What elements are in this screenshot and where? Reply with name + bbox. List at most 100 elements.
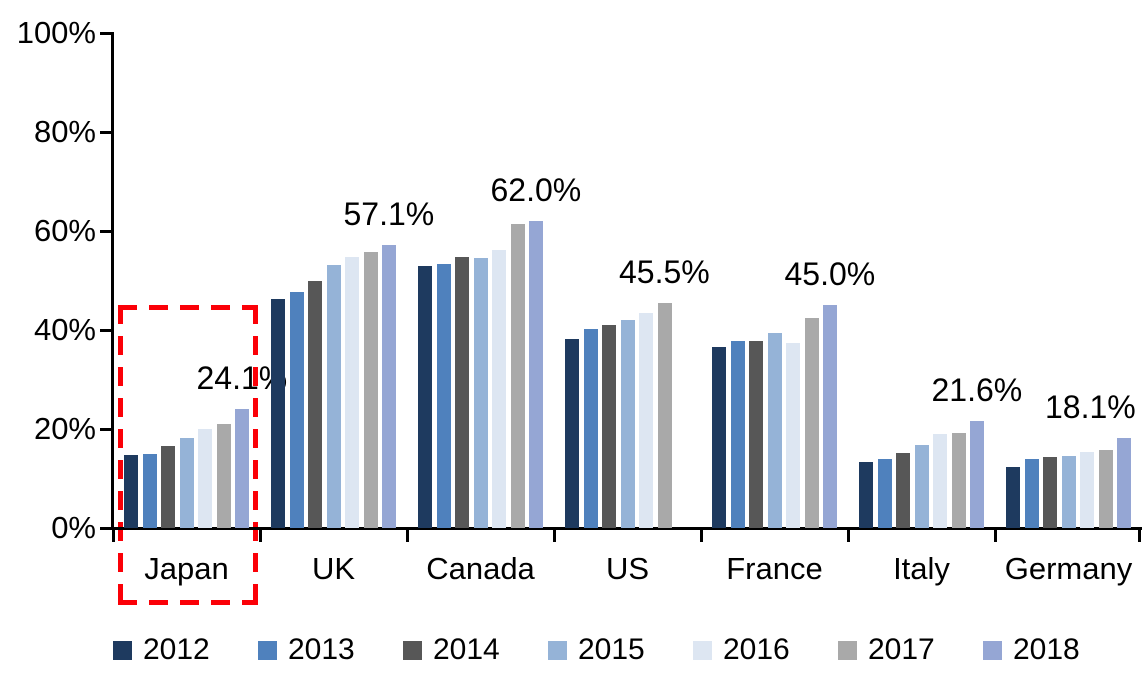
bar-canada-2017 bbox=[510, 223, 525, 528]
bar-italy-2012 bbox=[859, 462, 873, 528]
x-axis-tick-mark bbox=[700, 528, 703, 542]
legend-label: 2014 bbox=[433, 633, 500, 666]
bar-france-2017 bbox=[804, 318, 819, 528]
bar-uk-2015 bbox=[326, 264, 341, 528]
legend-label: 2015 bbox=[578, 633, 645, 666]
bar-italy-2013 bbox=[877, 459, 892, 528]
bar-japan-2012 bbox=[124, 454, 138, 528]
bar-germany-2015 bbox=[1061, 455, 1076, 528]
x-axis-tick-mark bbox=[1138, 528, 1141, 542]
x-axis-tick-mark bbox=[406, 528, 409, 542]
japan-highlight-box-edge bbox=[253, 305, 258, 605]
bar-group-germany bbox=[995, 33, 1142, 528]
legend-swatch-icon bbox=[403, 640, 422, 660]
y-axis-tick-mark bbox=[100, 329, 113, 332]
data-label-canada: 62.0% bbox=[490, 172, 582, 209]
bar-uk-2013 bbox=[289, 291, 304, 528]
data-label-italy: 21.6% bbox=[931, 372, 1023, 409]
data-label-france: 45.0% bbox=[784, 256, 876, 293]
bar-germany-2016 bbox=[1080, 451, 1094, 528]
y-axis-tick-mark bbox=[100, 230, 113, 233]
x-axis-category-label: UK bbox=[311, 551, 356, 586]
y-axis-tick-mark bbox=[100, 32, 113, 35]
x-axis-category-label: Italy bbox=[893, 551, 950, 586]
bar-france-2015 bbox=[767, 332, 782, 528]
legend-item-2014: 2014 bbox=[403, 630, 548, 670]
y-axis-tick-mark bbox=[100, 131, 113, 134]
legend-swatch-icon bbox=[113, 640, 132, 660]
bar-japan-2015 bbox=[179, 438, 194, 528]
y-axis-tick-label: 60% bbox=[33, 213, 96, 248]
x-axis-tick-mark bbox=[112, 528, 115, 542]
legend-item-2018: 2018 bbox=[983, 630, 1128, 670]
legend-item-2013: 2013 bbox=[258, 630, 403, 670]
bar-france-2013 bbox=[730, 340, 745, 528]
x-axis-category-label: Germany bbox=[1004, 551, 1133, 586]
bar-uk-2017 bbox=[363, 251, 378, 528]
x-axis-category-label: France bbox=[726, 551, 823, 586]
bar-germany-2017 bbox=[1098, 449, 1113, 528]
legend-item-2015: 2015 bbox=[548, 630, 693, 670]
legend-item-2012: 2012 bbox=[113, 630, 258, 670]
data-label-us: 45.5% bbox=[619, 253, 710, 290]
bar-canada-2016 bbox=[492, 250, 506, 528]
bar-group-canada bbox=[407, 33, 554, 528]
bar-japan-2017 bbox=[216, 423, 231, 528]
legend-label: 2017 bbox=[868, 633, 935, 666]
x-axis-tick-mark bbox=[847, 528, 850, 542]
bar-germany-2013 bbox=[1024, 459, 1039, 528]
bar-germany-2014 bbox=[1043, 456, 1057, 528]
y-axis-tick-label: 0% bbox=[51, 510, 96, 545]
bar-japan-2016 bbox=[198, 429, 212, 528]
bar-france-2016 bbox=[786, 342, 800, 528]
bar-us-2015 bbox=[620, 320, 635, 528]
legend-item-2017: 2017 bbox=[838, 630, 983, 670]
legend-label: 2016 bbox=[723, 633, 790, 666]
bar-france-2018 bbox=[823, 305, 837, 528]
legend-label: 2018 bbox=[1013, 633, 1080, 666]
bar-uk-2016 bbox=[345, 256, 359, 528]
data-label-uk: 57.1% bbox=[343, 196, 435, 233]
x-axis-tick-mark bbox=[994, 528, 997, 542]
bar-italy-2015 bbox=[914, 444, 929, 528]
legend-swatch-icon bbox=[548, 640, 567, 660]
bar-canada-2018 bbox=[529, 221, 543, 528]
y-axis-tick-mark bbox=[100, 428, 113, 431]
x-axis-line bbox=[111, 527, 1142, 530]
bar-uk-2012 bbox=[271, 298, 285, 528]
bar-italy-2017 bbox=[951, 432, 966, 528]
bar-japan-2014 bbox=[161, 446, 175, 528]
x-axis-category-label: Canada bbox=[426, 551, 535, 586]
bar-us-2013 bbox=[583, 329, 598, 528]
japan-highlight-box-edge bbox=[118, 305, 258, 310]
x-axis-category-label: Japan bbox=[144, 551, 229, 586]
chart-legend: 2012 2013 2014 2015 2016 2017 2018 bbox=[113, 630, 1128, 670]
bar-group-france bbox=[701, 33, 848, 528]
bar-us-2014 bbox=[602, 325, 616, 528]
bar-france-2014 bbox=[749, 341, 763, 528]
legend-swatch-icon bbox=[693, 640, 712, 660]
bar-uk-2018 bbox=[382, 245, 396, 528]
y-axis-line bbox=[111, 32, 114, 530]
bar-italy-2016 bbox=[933, 433, 947, 528]
bar-italy-2014 bbox=[896, 452, 910, 528]
data-label-germany: 18.1% bbox=[1045, 389, 1136, 426]
bar-france-2012 bbox=[712, 346, 726, 528]
legend-swatch-icon bbox=[983, 640, 1002, 660]
japan-highlight-box-edge bbox=[118, 305, 123, 605]
y-axis-tick-label: 40% bbox=[33, 312, 96, 347]
bar-japan-2013 bbox=[142, 454, 157, 528]
legend-item-2016: 2016 bbox=[693, 630, 838, 670]
bar-uk-2014 bbox=[308, 281, 322, 528]
legend-label: 2013 bbox=[288, 633, 355, 666]
bar-group-us bbox=[554, 33, 701, 528]
bar-canada-2015 bbox=[473, 257, 488, 528]
x-axis-category-label: US bbox=[605, 551, 650, 586]
bar-germany-2018 bbox=[1117, 438, 1131, 528]
y-axis-tick-mark bbox=[100, 527, 113, 530]
japan-highlight-box-edge bbox=[118, 600, 258, 605]
bar-germany-2012 bbox=[1006, 466, 1020, 528]
bar-canada-2012 bbox=[418, 265, 432, 528]
bar-canada-2013 bbox=[436, 264, 451, 528]
